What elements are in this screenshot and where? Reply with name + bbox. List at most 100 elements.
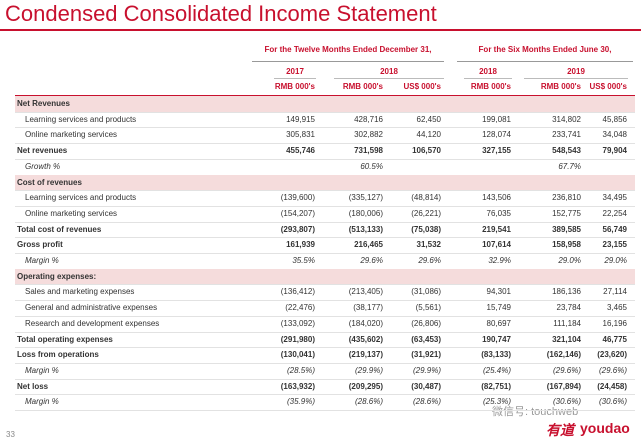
cell-value: 94,301 <box>486 287 511 297</box>
cell-value: (23,620) <box>597 350 627 360</box>
cell-value: 149,915 <box>286 114 315 124</box>
cell-value: (28.5%) <box>286 365 315 375</box>
cell-value: 428,716 <box>354 114 383 124</box>
cell-value: 35.5% <box>292 256 315 265</box>
cell-value: 216,465 <box>354 240 383 250</box>
unit-header: US$ 000's <box>403 82 441 91</box>
row-label: Net Revenues <box>17 99 70 108</box>
cell-value: (293,807) <box>280 224 315 234</box>
row-rule <box>15 158 635 160</box>
cell-value: (83,133) <box>481 350 511 360</box>
cell-value: 548,543 <box>552 146 581 156</box>
cell-value: 455,746 <box>286 146 315 156</box>
year-header: 2018 <box>479 67 497 76</box>
row-label: Margin % <box>25 256 59 265</box>
cell-value: (513,133) <box>348 224 383 234</box>
cell-value: (25.4%) <box>482 365 511 375</box>
cell-value: 161,939 <box>286 240 315 250</box>
cell-value: 302,882 <box>354 130 383 140</box>
cell-value: 16,196 <box>602 318 627 328</box>
unit-header: RMB 000's <box>274 82 315 91</box>
cell-value: 34,495 <box>602 193 627 203</box>
cell-value: (130,041) <box>280 350 315 360</box>
cell-value: 199,081 <box>482 114 511 124</box>
cell-value: (22,476) <box>285 303 315 313</box>
row-rule <box>15 221 635 223</box>
cell-value: 143,506 <box>482 193 511 203</box>
cell-value: 186,136 <box>552 287 581 297</box>
cell-value: 34,048 <box>602 130 627 140</box>
cell-value: (26,221) <box>411 208 441 218</box>
cell-value: (29.6%) <box>598 365 627 375</box>
row-rule <box>15 315 635 317</box>
cell-value: (136,412) <box>280 287 315 297</box>
cell-value: 314,802 <box>552 114 581 124</box>
cell-value: 233,741 <box>552 130 581 140</box>
row-label: General and administrative expenses <box>25 303 158 313</box>
row-rule <box>15 347 635 349</box>
cell-value: (213,405) <box>348 287 383 297</box>
cell-value: 60.5% <box>360 161 383 171</box>
row-rule <box>15 237 635 239</box>
unit-header: RMB 000's <box>342 82 383 91</box>
cell-value: (30,487) <box>411 381 441 391</box>
cell-value: (29.9%) <box>354 365 383 375</box>
row-label: Net loss <box>17 381 49 391</box>
rule <box>274 78 316 79</box>
cell-value: (35.9%) <box>286 397 315 407</box>
cell-value: 15,749 <box>486 303 511 313</box>
row-rule <box>15 362 635 364</box>
cell-value: 389,585 <box>552 224 581 234</box>
cell-value: 107,614 <box>482 240 511 250</box>
logo-en: youdao <box>580 420 630 436</box>
cell-value: 128,074 <box>482 130 511 140</box>
cell-value: 27,114 <box>603 287 627 297</box>
cell-value: (209,295) <box>348 381 383 391</box>
rule <box>334 78 444 79</box>
cell-value: (31,086) <box>411 287 441 297</box>
cell-value: 3,465 <box>606 303 627 313</box>
row-rule <box>15 331 635 333</box>
row-label: Research and development expenses <box>25 318 160 328</box>
cell-value: (162,146) <box>546 350 581 360</box>
year-header: 2019 <box>567 67 585 76</box>
row-label: Online marketing services <box>25 208 118 218</box>
page-number: 33 <box>6 430 15 439</box>
cell-value: 190,747 <box>482 334 511 344</box>
watermark: 微信号: touchweb <box>492 406 579 418</box>
year-header: 2018 <box>380 67 398 76</box>
cell-value: (163,932) <box>280 381 315 391</box>
rule <box>252 61 444 62</box>
cell-value: 219,541 <box>482 224 511 234</box>
cell-value: (133,092) <box>280 318 315 328</box>
row-label: Online marketing services <box>25 130 118 140</box>
row-label: Gross profit <box>17 240 63 250</box>
section-band <box>15 96 635 112</box>
cell-value: 45,856 <box>602 114 627 124</box>
row-rule <box>15 111 635 113</box>
row-rule <box>15 143 635 145</box>
cell-value: 22,254 <box>602 208 627 218</box>
rule <box>464 78 512 79</box>
cell-value: 76,035 <box>486 208 511 218</box>
row-label: Learning services and products <box>25 114 137 124</box>
cell-value: (5,561) <box>415 303 441 313</box>
row-label: Total operating expenses <box>17 334 113 344</box>
rule <box>15 95 635 96</box>
row-rule <box>15 253 635 254</box>
cell-value: (180,006) <box>348 208 383 218</box>
row-label: Margin % <box>25 365 59 375</box>
cell-value: 236,810 <box>552 193 581 203</box>
cell-value: 56,749 <box>602 224 627 234</box>
cell-value: (435,602) <box>348 334 383 344</box>
cell-value: (30.6%) <box>598 397 627 407</box>
row-label: Cost of revenues <box>17 177 82 187</box>
row-rule <box>15 410 635 411</box>
title-rule <box>0 29 641 31</box>
unit-header: RMB 000's <box>470 82 511 91</box>
cell-value: (48,814) <box>411 193 441 203</box>
row-label: Sales and marketing expenses <box>25 287 135 297</box>
cell-value: 152,775 <box>552 208 581 218</box>
row-label: Learning services and products <box>25 193 137 203</box>
